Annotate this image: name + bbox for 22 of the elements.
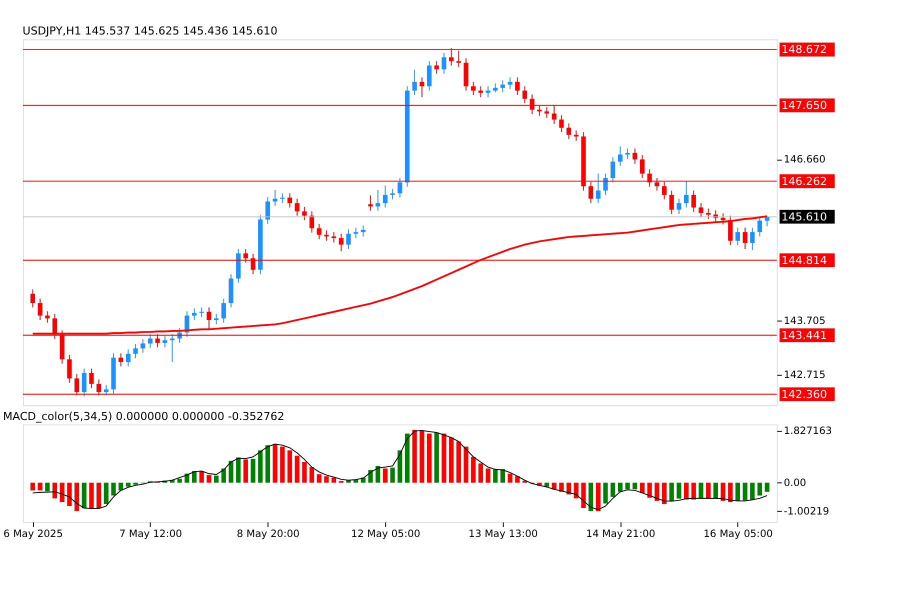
ref-line-label: 147.650: [781, 99, 827, 112]
y-tick-label: 143.705: [784, 316, 826, 328]
ref-line-label: 144.814: [781, 254, 827, 267]
y-tick-label: 1.827163: [784, 426, 832, 438]
chart-title: USDJPY,H1 145.537 145.625 145.436 145.610: [22, 24, 278, 38]
y-tick-label: 0.00: [784, 478, 806, 489]
x-tick-label: 14 May 21:00: [586, 529, 656, 540]
x-tick-label: 7 May 12:00: [119, 529, 182, 540]
x-tick-label: 8 May 20:00: [236, 529, 300, 540]
x-tick-label: 12 May 05:00: [351, 529, 420, 540]
chart-title: MACD_color(5,34,5) 0.000000 0.000000 -0.352762: [2, 410, 284, 423]
x-tick-label: 16 May 05:00: [703, 529, 773, 540]
ref-line-label: 148.672: [781, 43, 827, 56]
x-tick-label: 13 May 13:00: [468, 529, 538, 540]
ref-line-label: 142.360: [781, 388, 827, 401]
y-tick-label: 146.660: [784, 154, 826, 166]
x-tick-label: 6 May 2025: [3, 529, 63, 540]
y-tick-label: -1.00219: [784, 506, 830, 518]
y-tick-label: 142.715: [784, 370, 826, 382]
ref-line-label: 146.262: [781, 174, 827, 188]
ref-line-label: 145.610: [781, 210, 827, 224]
ref-line-label: 143.441: [781, 328, 827, 342]
